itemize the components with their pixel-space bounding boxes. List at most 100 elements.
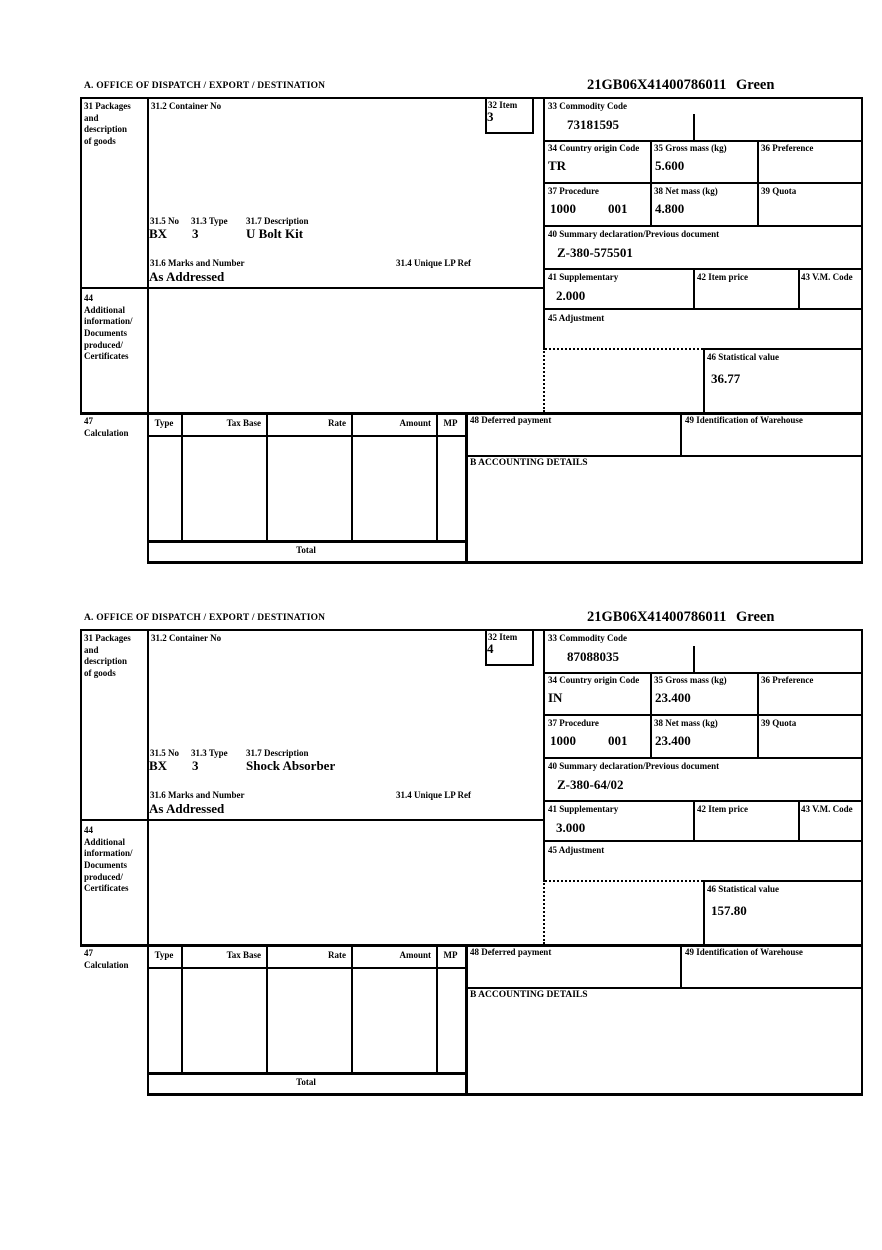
gross-mass-value: 23.400 — [655, 690, 691, 705]
net-mass-label: 38 Net mass (kg) — [654, 186, 718, 196]
calculation-label: 47 Calculation — [84, 948, 129, 970]
warehouse-id-label: 49 Identification of Warehouse — [685, 947, 803, 957]
commodity-code-label: 33 Commodity Code — [548, 101, 627, 111]
gross-mass-label: 35 Gross mass (kg) — [654, 675, 727, 685]
summary-declaration-label: 40 Summary declaration/Previous document — [548, 761, 720, 771]
rule-47-top — [80, 412, 863, 415]
rule-dotted-46-top — [545, 880, 703, 882]
rule-48-49-divider — [680, 412, 682, 455]
rule-item-box-left — [485, 629, 487, 664]
country-origin-label: 34 Country origin Code — [548, 143, 640, 153]
marks-numbers-label: 31.6 Marks and Number — [150, 258, 245, 268]
previous-document-value: Z-380-64/02 — [557, 777, 624, 792]
col-header-type: Type — [154, 418, 174, 428]
declaration-section: A. OFFICE OF DISPATCH / EXPORT / DESTINA… — [0, 609, 882, 1099]
rule-47-header-bottom — [147, 435, 465, 437]
col-header-tax-base: Tax Base — [226, 418, 261, 428]
rule-dotted-center — [543, 348, 545, 412]
rule-41-row-bottom — [543, 308, 863, 310]
deferred-payment-label: 48 Deferred payment — [470, 947, 552, 957]
col-header-rate: Rate — [328, 950, 346, 960]
procedure-value-2: 001 — [608, 201, 628, 216]
unique-lp-ref-label: 31.4 Unique LP Ref — [396, 258, 472, 268]
marks-numbers-value: As Addressed — [149, 801, 225, 816]
rule-33-bottom — [543, 140, 863, 142]
rule-col-rate — [351, 412, 353, 540]
rule-41-42-divider — [693, 268, 695, 308]
routing-status: Green — [736, 609, 775, 625]
statistical-value-label: 46 Statistical value — [707, 352, 779, 362]
border-top — [80, 97, 863, 99]
description-label: 31.7 Description — [246, 748, 309, 758]
border-right — [861, 629, 863, 1096]
rule-item-box-left — [485, 97, 487, 132]
border-left — [80, 629, 82, 944]
rule-34-row-bottom — [543, 714, 863, 716]
supplementary-value: 3.000 — [556, 820, 586, 835]
warehouse-id-label: 49 Identification of Warehouse — [685, 415, 803, 425]
border-right — [861, 97, 863, 564]
rule-40-bottom — [543, 800, 863, 802]
package-type-value: 3 — [192, 758, 199, 773]
rule-col-taxbase — [266, 944, 268, 1072]
rule-33-divider — [693, 646, 695, 672]
rule-col-mp — [465, 944, 468, 1093]
item-number-value: 4 — [487, 641, 494, 656]
routing-status: Green — [736, 77, 775, 93]
rule-46-left — [703, 348, 705, 412]
additional-information-label: 44 Additional information/ Documents pro… — [84, 825, 133, 894]
net-mass-value: 4.800 — [655, 201, 685, 216]
rule-33-bottom — [543, 672, 863, 674]
accounting-details-label: B ACCOUNTING DETAILS — [470, 458, 588, 468]
procedure-value-1: 1000 — [550, 201, 576, 216]
col-header-rate: Rate — [328, 418, 346, 428]
rule-center — [543, 97, 545, 348]
goods-description-value: U Bolt Kit — [246, 226, 304, 241]
rule-label-column — [147, 97, 149, 564]
procedure-label: 37 Procedure — [548, 718, 599, 728]
rule-col-mp — [465, 412, 468, 561]
preference-label: 36 Preference — [761, 143, 814, 153]
rule-item-box-right — [532, 629, 534, 664]
unique-lp-ref-label: 31.4 Unique LP Ref — [396, 790, 472, 800]
declaration-section: A. OFFICE OF DISPATCH / EXPORT / DESTINA… — [0, 77, 882, 567]
rule-42-43-divider — [798, 800, 800, 840]
office-of-dispatch-title: A. OFFICE OF DISPATCH / EXPORT / DESTINA… — [84, 613, 326, 623]
package-type-value: 3 — [192, 226, 199, 241]
adjustment-label: 45 Adjustment — [548, 313, 605, 323]
package-type-label: 31.3 Type — [191, 216, 228, 226]
summary-declaration-label: 40 Summary declaration/Previous document — [548, 229, 720, 239]
rule-40-bottom — [543, 268, 863, 270]
gross-mass-label: 35 Gross mass (kg) — [654, 143, 727, 153]
marks-numbers-label: 31.6 Marks and Number — [150, 790, 245, 800]
supplementary-label: 41 Supplementary — [548, 272, 619, 282]
rule-48-bottom — [465, 987, 863, 989]
rule-46-top — [703, 880, 863, 882]
rule-31-bottom — [80, 819, 545, 821]
previous-document-value: Z-380-575501 — [557, 245, 633, 260]
rule-34-row-bottom — [543, 182, 863, 184]
procedure-label: 37 Procedure — [548, 186, 599, 196]
rule-41-row-bottom — [543, 840, 863, 842]
total-label: Total — [296, 1077, 316, 1087]
packages-label: 31 Packages and description of goods — [84, 633, 131, 679]
rule-48-49-divider — [680, 944, 682, 987]
rule-37-row-bottom — [543, 225, 863, 227]
rule-47-body-bottom — [147, 540, 467, 543]
rule-33-divider — [693, 114, 695, 140]
gross-mass-value: 5.600 — [655, 158, 685, 173]
additional-information-label: 44 Additional information/ Documents pro… — [84, 293, 133, 362]
rule-35-36-divider — [757, 140, 759, 225]
marks-numbers-value: As Addressed — [149, 269, 225, 284]
preference-label: 36 Preference — [761, 675, 814, 685]
vm-code-label: 43 V.M. Code — [801, 804, 853, 814]
col-header-mp: MP — [443, 950, 458, 960]
rule-dotted-center — [543, 880, 545, 944]
declaration-reference: 21GB06X41400786011 — [587, 609, 727, 625]
item-label: 32 Item — [488, 100, 518, 110]
item-number-value: 3 — [487, 109, 494, 124]
statistical-value: 157.80 — [711, 903, 747, 918]
description-label: 31.7 Description — [246, 216, 309, 226]
declaration-reference: 21GB06X41400786011 — [587, 77, 727, 93]
